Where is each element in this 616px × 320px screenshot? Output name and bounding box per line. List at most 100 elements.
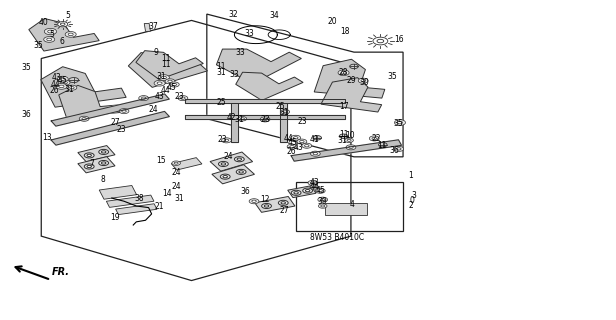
Text: 35: 35 [33, 41, 43, 50]
Circle shape [223, 175, 227, 178]
Text: 19: 19 [110, 213, 120, 222]
Text: 31: 31 [156, 72, 166, 81]
Text: 33: 33 [236, 48, 245, 57]
Text: 10: 10 [345, 131, 355, 140]
Polygon shape [321, 78, 382, 112]
Polygon shape [212, 165, 254, 184]
Circle shape [308, 180, 318, 185]
Circle shape [370, 136, 379, 141]
Text: 24: 24 [224, 152, 233, 161]
Circle shape [310, 151, 320, 156]
Circle shape [235, 157, 244, 162]
Text: FR.: FR. [52, 267, 70, 277]
Circle shape [341, 71, 346, 74]
Text: 35: 35 [387, 72, 397, 81]
Circle shape [68, 33, 73, 36]
Circle shape [294, 137, 298, 139]
Text: 14: 14 [162, 189, 172, 198]
Text: 36: 36 [389, 146, 399, 155]
Circle shape [237, 158, 241, 160]
Circle shape [361, 80, 365, 82]
Text: 45: 45 [167, 83, 177, 92]
Circle shape [397, 121, 402, 124]
Circle shape [237, 169, 246, 174]
Circle shape [312, 186, 316, 188]
Text: 23: 23 [261, 115, 270, 124]
Text: 0: 0 [410, 196, 415, 205]
Circle shape [397, 148, 401, 150]
Circle shape [238, 116, 246, 121]
Circle shape [339, 134, 348, 139]
Polygon shape [78, 146, 115, 162]
Circle shape [65, 32, 76, 37]
Circle shape [57, 76, 68, 82]
Circle shape [260, 117, 270, 122]
Circle shape [82, 118, 86, 120]
Text: 24: 24 [171, 168, 181, 177]
Circle shape [287, 144, 297, 149]
Text: 43: 43 [309, 178, 319, 187]
Polygon shape [41, 67, 126, 107]
Text: 33: 33 [245, 28, 254, 38]
Text: 21: 21 [155, 203, 164, 212]
Text: 45: 45 [315, 186, 325, 195]
Circle shape [306, 189, 310, 192]
Text: 5: 5 [65, 11, 70, 20]
Circle shape [221, 174, 230, 179]
Circle shape [99, 160, 108, 165]
Circle shape [79, 116, 89, 121]
Text: 30: 30 [360, 78, 369, 87]
Circle shape [44, 28, 57, 35]
Circle shape [60, 80, 70, 85]
Circle shape [139, 96, 148, 101]
Text: 26: 26 [286, 147, 296, 156]
Circle shape [394, 120, 405, 125]
Circle shape [102, 162, 106, 164]
Circle shape [291, 135, 301, 140]
Polygon shape [116, 204, 157, 215]
Text: 11: 11 [161, 60, 171, 69]
Polygon shape [280, 103, 287, 142]
Circle shape [283, 111, 287, 113]
Text: 11: 11 [339, 130, 348, 139]
Text: 31: 31 [338, 136, 347, 146]
Polygon shape [231, 103, 238, 142]
Circle shape [310, 182, 315, 184]
Circle shape [310, 185, 318, 189]
Circle shape [263, 118, 267, 121]
Text: 25: 25 [275, 102, 285, 111]
Circle shape [157, 82, 162, 84]
Circle shape [168, 80, 172, 83]
Polygon shape [107, 195, 154, 207]
Text: 31: 31 [235, 115, 244, 124]
Text: 31: 31 [280, 108, 290, 117]
Circle shape [318, 197, 328, 202]
Polygon shape [291, 140, 402, 161]
Text: 4: 4 [350, 200, 355, 209]
Circle shape [281, 109, 290, 114]
Text: 12: 12 [261, 195, 270, 204]
Circle shape [318, 204, 327, 208]
Circle shape [56, 84, 67, 89]
Text: 11: 11 [161, 54, 171, 63]
Circle shape [290, 146, 294, 148]
Text: 2: 2 [408, 202, 413, 211]
Circle shape [119, 108, 129, 114]
Polygon shape [99, 186, 137, 199]
Text: 43: 43 [294, 143, 304, 152]
Circle shape [87, 165, 91, 168]
Polygon shape [325, 203, 368, 215]
Text: 22: 22 [372, 134, 381, 143]
Circle shape [294, 192, 298, 194]
Text: 15: 15 [156, 156, 166, 164]
Circle shape [174, 162, 178, 164]
Text: 26: 26 [49, 86, 59, 95]
Circle shape [318, 190, 322, 192]
Polygon shape [51, 94, 169, 126]
Circle shape [349, 146, 353, 148]
Circle shape [84, 164, 94, 169]
Circle shape [44, 36, 55, 42]
Text: 24: 24 [148, 105, 158, 114]
Text: 23: 23 [117, 125, 126, 134]
Circle shape [372, 137, 376, 140]
